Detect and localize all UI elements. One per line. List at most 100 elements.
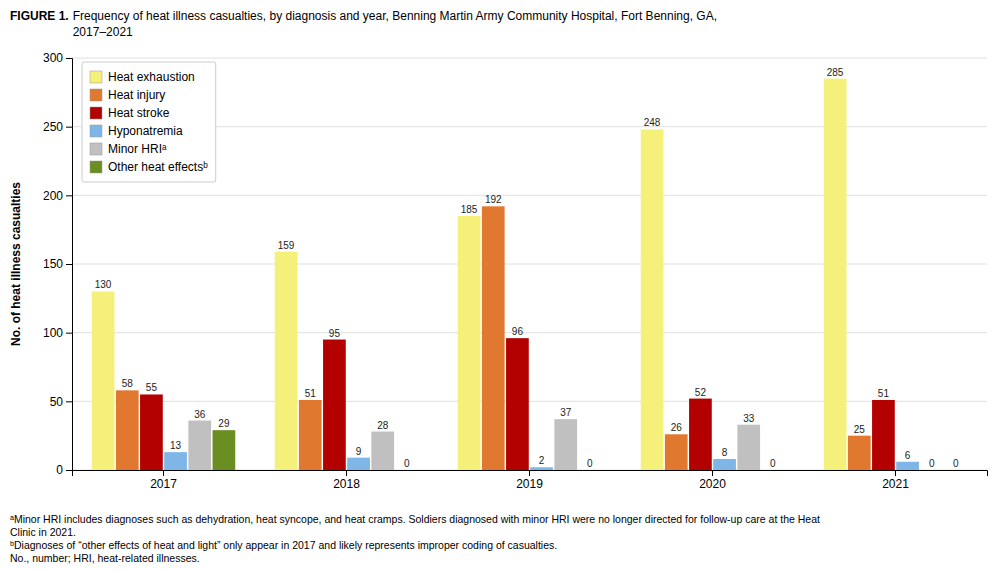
tick-mark	[66, 127, 72, 128]
data-label: 51	[305, 388, 317, 399]
data-label: 130	[95, 279, 112, 290]
grid-line	[72, 401, 987, 402]
bar	[641, 129, 664, 470]
bar	[323, 340, 346, 470]
data-label: 25	[854, 424, 866, 435]
bar	[347, 458, 370, 470]
y-tick: 150	[43, 257, 72, 271]
bar	[945, 470, 968, 471]
data-label: 0	[587, 458, 593, 469]
legend-swatch	[90, 71, 102, 83]
y-tick: 200	[43, 189, 72, 203]
x-tick-label: 2020	[699, 477, 726, 491]
x-tick-label: 2017	[150, 477, 177, 491]
data-label: 2	[539, 455, 545, 466]
legend-item: Minor HRIᵃ	[90, 142, 167, 156]
bar	[506, 338, 529, 470]
x-tick: 2021	[882, 470, 909, 491]
grid-line	[72, 332, 987, 333]
data-label: 55	[146, 382, 158, 393]
footnote: ᵇDiagnoses of “other effects of heat and…	[10, 539, 557, 551]
bar-series	[213, 430, 236, 470]
footnote: ᵃMinor HRI includes diagnoses such as de…	[10, 513, 820, 538]
subtitle: Frequency of heat illness casualties, by…	[73, 9, 717, 39]
tick-mark	[895, 470, 896, 476]
data-label: 58	[122, 378, 134, 389]
y-axis-title: No. of heat illness casualties	[9, 182, 23, 346]
bar	[458, 216, 481, 470]
data-label: 37	[560, 407, 572, 418]
y-tick-label: 250	[43, 120, 63, 134]
footnote-line: ᵇDiagnoses of “other effects of heat and…	[10, 539, 557, 551]
data-label: 8	[722, 447, 728, 458]
x-tick: 2017	[150, 470, 177, 491]
tick-mark	[66, 264, 72, 265]
bar	[848, 436, 871, 470]
x-tick-label: 2019	[516, 477, 543, 491]
chart-svg: 1301591852482855851192262555959652511392…	[0, 0, 1007, 570]
x-tick-label: 2018	[333, 477, 360, 491]
data-label: 29	[218, 418, 230, 429]
legend-label: Heat stroke	[108, 106, 170, 120]
data-label: 0	[929, 458, 935, 469]
bar	[737, 425, 760, 470]
tick-mark	[712, 470, 713, 476]
grid	[72, 58, 987, 470]
y-axis: 0 50 100 150 200 250 300	[43, 51, 73, 477]
data-label: 95	[329, 328, 341, 339]
tick-mark	[66, 333, 72, 334]
tick-mark	[66, 58, 72, 59]
legend-item: Hyponatremia	[90, 124, 183, 138]
footnotes: ᵃMinor HRI includes diagnoses such as de…	[10, 513, 820, 564]
bar	[920, 470, 943, 471]
bar	[689, 399, 712, 470]
data-label: 51	[878, 388, 890, 399]
x-tick: 2018	[333, 470, 360, 491]
legend-item: Heat stroke	[90, 106, 170, 120]
y-tick-label: 150	[43, 257, 63, 271]
title: FIGURE 1.	[10, 9, 69, 23]
data-label: 0	[404, 458, 410, 469]
bar	[188, 421, 211, 470]
y-tick-label: 100	[43, 326, 63, 340]
y-tick-label: 200	[43, 189, 63, 203]
legend-label: Heat exhaustion	[108, 70, 195, 84]
legend: Heat exhaustion Heat injury Heat stroke Hyp…	[82, 62, 216, 182]
bar	[116, 390, 139, 470]
data-label: 6	[905, 450, 911, 461]
footnote-line: Clinic in 2021.	[10, 526, 76, 538]
data-label: 248	[644, 117, 661, 128]
legend-item: Other heat effectsᵇ	[90, 160, 208, 174]
grid-line	[72, 58, 987, 59]
bar	[92, 291, 115, 470]
bar	[579, 470, 602, 471]
bar	[482, 206, 505, 470]
axis-domain	[66, 59, 73, 471]
data-labels: 1301591852482855851192262555959652511392…	[95, 67, 959, 469]
y-tick-label: 50	[50, 395, 64, 409]
legend-label: Hyponatremia	[108, 124, 183, 138]
grid-line	[72, 264, 987, 265]
legend-label: Heat injury	[108, 88, 165, 102]
bar-series	[116, 206, 871, 470]
bar	[299, 400, 322, 470]
bar-series	[188, 419, 760, 470]
footnote-line: ᵃMinor HRI includes diagnoses such as de…	[10, 513, 820, 525]
data-label: 96	[512, 326, 524, 337]
bar	[872, 400, 895, 470]
bar	[824, 79, 847, 470]
data-label: 9	[356, 446, 362, 457]
y-tick-label: 300	[43, 51, 63, 65]
legend-swatch	[90, 161, 102, 173]
bar	[713, 459, 736, 470]
x-tick-label: 2021	[882, 477, 909, 491]
bar	[554, 419, 577, 470]
subtitle-line: Frequency of heat illness casualties, by…	[73, 9, 717, 23]
legend-label: Minor HRIᵃ	[108, 142, 167, 156]
y-tick-label: 0	[56, 463, 63, 477]
bar	[665, 434, 688, 470]
data-label: 26	[671, 422, 683, 433]
bar	[396, 470, 419, 471]
y-tick: 100	[43, 326, 72, 340]
data-label: 192	[485, 194, 502, 205]
